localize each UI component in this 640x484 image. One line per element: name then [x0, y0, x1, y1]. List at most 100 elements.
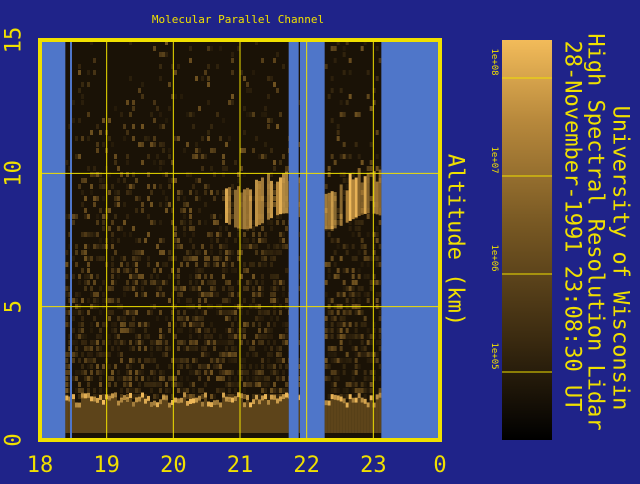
- y-tick-label: 0: [2, 433, 27, 446]
- boundary-layer-fill: [117, 405, 120, 433]
- backscatter-speckle: [222, 160, 225, 165]
- backscatter-speckle: [270, 274, 273, 279]
- backscatter-speckle: [189, 274, 192, 279]
- backscatter-speckle: [246, 370, 249, 375]
- backscatter-speckle: [252, 376, 255, 381]
- boundary-layer-top: [120, 397, 123, 403]
- backscatter-speckle: [273, 190, 276, 195]
- backscatter-speckle: [65, 376, 69, 381]
- backscatter-speckle: [189, 226, 192, 231]
- backscatter-speckle: [84, 178, 87, 183]
- backscatter-speckle: [216, 310, 219, 315]
- backscatter-speckle: [351, 346, 355, 351]
- backscatter-speckle: [90, 256, 93, 261]
- backscatter-speckle: [288, 358, 289, 363]
- backscatter-speckle: [204, 298, 207, 303]
- backscatter-speckle: [354, 256, 358, 261]
- cloud-layer-cell: [375, 181, 379, 215]
- backscatter-speckle: [267, 250, 270, 255]
- backscatter-speckle: [99, 178, 102, 183]
- backscatter-speckle: [117, 166, 120, 171]
- backscatter-speckle: [165, 280, 168, 285]
- backscatter-speckle: [354, 310, 358, 315]
- backscatter-speckle: [198, 178, 201, 183]
- backscatter-speckle: [180, 292, 183, 297]
- backscatter-speckle: [267, 310, 270, 315]
- boundary-layer-top: [363, 398, 367, 404]
- backscatter-speckle: [207, 64, 210, 69]
- boundary-layer-fill: [216, 404, 219, 433]
- backscatter-speckle: [219, 214, 222, 219]
- cloud-layer-cell: [246, 187, 249, 230]
- backscatter-speckle: [252, 352, 255, 357]
- cloud-layer-cell: [258, 180, 261, 225]
- backscatter-speckle: [324, 184, 328, 189]
- backscatter-speckle: [240, 358, 243, 363]
- backscatter-speckle: [102, 364, 105, 369]
- backscatter-speckle: [204, 256, 207, 261]
- backscatter-speckle: [204, 154, 207, 159]
- backscatter-speckle: [96, 394, 99, 399]
- backscatter-speckle: [330, 316, 334, 321]
- backscatter-speckle: [231, 352, 234, 357]
- backscatter-speckle: [354, 220, 358, 225]
- backscatter-speckle: [231, 292, 234, 297]
- boundary-layer-fill: [186, 405, 189, 433]
- backscatter-speckle: [189, 46, 192, 51]
- backscatter-speckle: [345, 352, 349, 357]
- side-title-line2: High Spectral Resolution Lidar: [583, 33, 608, 430]
- backscatter-speckle: [231, 286, 234, 291]
- boundary-layer-top: [375, 394, 379, 400]
- backscatter-speckle: [68, 232, 70, 237]
- backscatter-speckle: [159, 160, 162, 165]
- backscatter-speckle: [342, 358, 346, 363]
- boundary-layer-top: [298, 395, 300, 401]
- backscatter-speckle: [81, 322, 84, 327]
- boundary-layer-top: [345, 402, 349, 408]
- backscatter-speckle: [213, 286, 216, 291]
- backscatter-speckle: [207, 100, 210, 105]
- cloud-layer-cell: [378, 169, 382, 216]
- backscatter-speckle: [198, 286, 201, 291]
- backscatter-speckle: [234, 310, 237, 315]
- backscatter-speckle: [114, 214, 117, 219]
- x-tick-label: 22: [293, 453, 320, 478]
- backscatter-speckle: [111, 142, 114, 147]
- backscatter-speckle: [273, 382, 276, 387]
- backscatter-speckle: [138, 322, 141, 327]
- backscatter-speckle: [90, 322, 93, 327]
- backscatter-speckle: [204, 190, 207, 195]
- backscatter-speckle: [375, 166, 379, 171]
- backscatter-speckle: [351, 244, 355, 249]
- backscatter-speckle: [273, 340, 276, 345]
- backscatter-speckle: [369, 142, 373, 147]
- backscatter-speckle: [351, 274, 355, 279]
- backscatter-speckle: [264, 382, 267, 387]
- backscatter-speckle: [351, 376, 355, 381]
- backscatter-speckle: [171, 94, 174, 99]
- backscatter-speckle: [195, 76, 198, 81]
- boundary-layer-top: [354, 397, 358, 403]
- backscatter-speckle: [189, 328, 192, 333]
- backscatter-speckle: [114, 196, 117, 201]
- backscatter-speckle: [135, 280, 138, 285]
- backscatter-speckle: [75, 154, 78, 159]
- backscatter-speckle: [165, 352, 168, 357]
- backscatter-speckle: [189, 346, 192, 351]
- backscatter-speckle: [117, 226, 120, 231]
- backscatter-speckle: [255, 244, 258, 249]
- backscatter-speckle: [201, 280, 204, 285]
- backscatter-speckle: [65, 310, 69, 315]
- backscatter-speckle: [180, 286, 183, 291]
- backscatter-speckle: [267, 376, 270, 381]
- backscatter-speckle: [90, 184, 93, 189]
- boundary-layer-fill: [171, 404, 174, 433]
- backscatter-speckle: [159, 238, 162, 243]
- backscatter-speckle: [298, 364, 300, 369]
- backscatter-speckle: [333, 388, 337, 393]
- backscatter-speckle: [267, 394, 270, 399]
- backscatter-speckle: [267, 94, 270, 99]
- backscatter-speckle: [219, 376, 222, 381]
- backscatter-speckle: [90, 340, 93, 345]
- backscatter-speckle: [195, 142, 198, 147]
